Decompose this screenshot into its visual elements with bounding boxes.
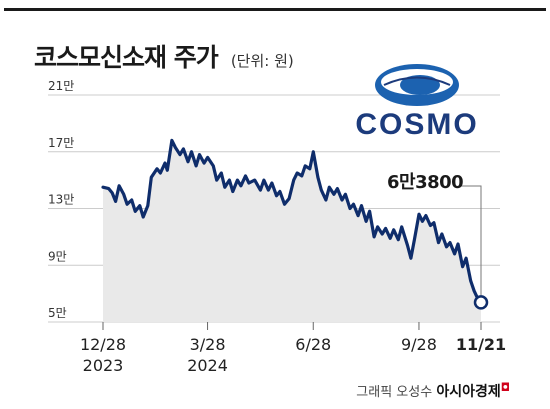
price-line	[101, 138, 483, 304]
logo-text: COSMO	[355, 108, 479, 141]
y-tick-label: 9만	[48, 249, 67, 263]
y-tick-label: 5만	[48, 306, 67, 320]
title-block: 코스모신소재 주가 (단위: 원)	[34, 38, 294, 74]
y-tick-label: 13만	[48, 193, 74, 207]
chart-title: 코스모신소재 주가	[34, 43, 219, 72]
marker-layer	[461, 185, 489, 310]
credit-source: 아시아경제	[436, 384, 501, 400]
last-value-marker	[473, 295, 489, 310]
callout-leader-line	[461, 185, 482, 296]
top-rule	[4, 8, 546, 11]
x-tick-label: 12/28	[80, 335, 126, 354]
x-tick-label: 3/28	[190, 335, 226, 354]
unit-label: (단위: 원)	[230, 52, 294, 70]
line-layer	[101, 138, 483, 304]
credit: 그래픽 오성수 아시아경제◘	[356, 381, 510, 401]
source-mark-icon: ◘	[500, 381, 510, 394]
cosmo-logo: COSMO	[354, 60, 480, 144]
x-tick-label: 9/28	[401, 335, 437, 354]
x-axis: 12/28 2023 3/28 2024 6/28 9/28 11/21	[80, 322, 506, 375]
y-axis: 5만 9만 13만 17만 21만	[48, 79, 74, 320]
x-tick-year-label: 2024	[187, 356, 228, 375]
last-price-callout: 6만3800	[387, 172, 464, 193]
price-area	[103, 140, 481, 322]
y-tick-label: 17만	[48, 136, 74, 150]
area-layer	[103, 140, 481, 322]
credit-text: 그래픽 오성수	[356, 385, 433, 400]
cosmo-logo-mark	[375, 64, 459, 106]
y-tick-label: 21만	[48, 79, 74, 93]
x-tick-label: 11/21	[456, 335, 506, 354]
x-tick-year-label: 2023	[83, 356, 124, 375]
x-tick-label: 6/28	[295, 335, 331, 354]
